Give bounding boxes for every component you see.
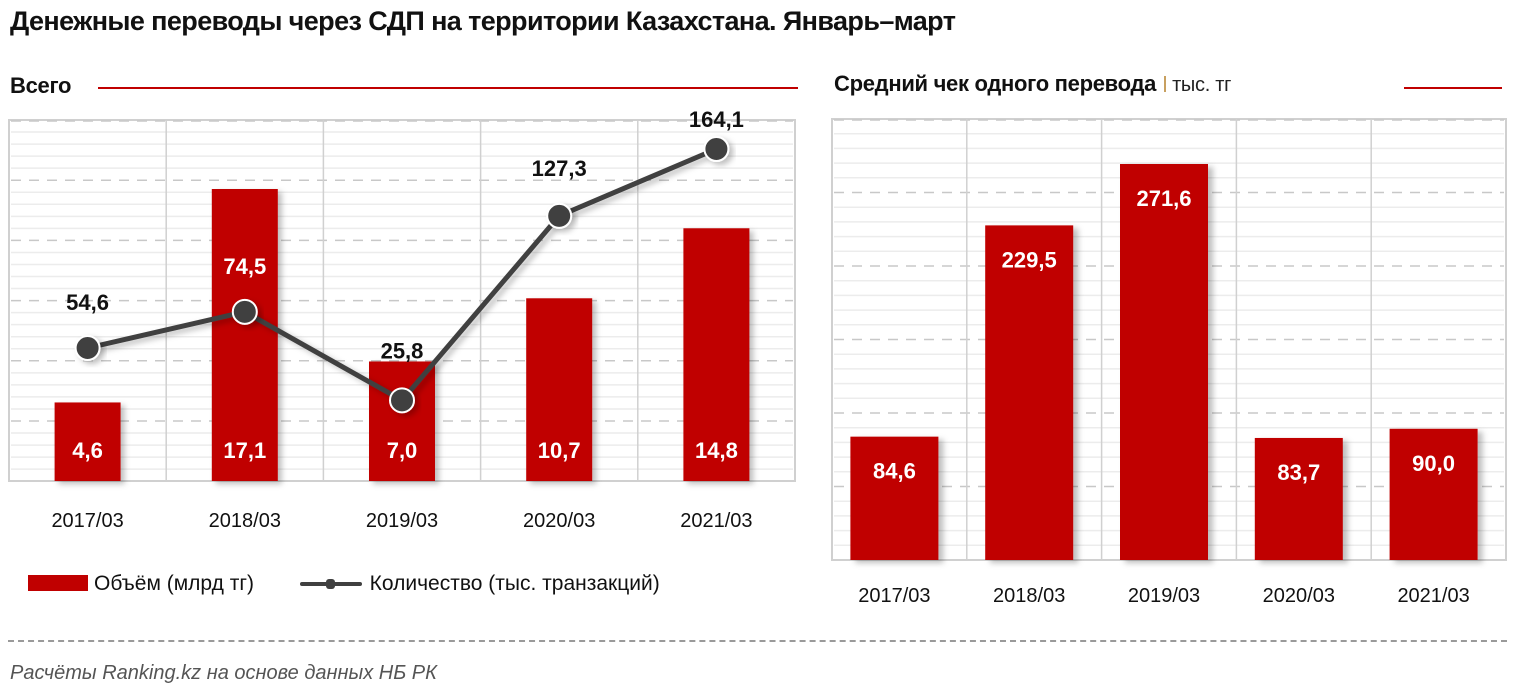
- bar-volume-2018-03: [211, 189, 278, 481]
- bar-avg-check-2020-03: [1254, 437, 1343, 560]
- line-value-label: 74,5: [223, 254, 266, 279]
- bar-avg-check-2019-03: [1120, 164, 1208, 560]
- bar-value-label: 7,0: [387, 438, 418, 463]
- bar-avg-check-2017-03: [850, 436, 939, 560]
- bar-value-label: 84,6: [873, 459, 916, 484]
- line-value-label: 25,8: [381, 338, 424, 363]
- x-axis-label: 2020/03: [523, 510, 595, 532]
- x-axis-label: 2021/03: [680, 510, 752, 532]
- x-axis-label: 2021/03: [1397, 585, 1469, 607]
- legend-bar-label: Объём (млрд тг): [94, 572, 254, 595]
- bar-avg-check-2018-03: [985, 225, 1074, 560]
- line-marker-2017-03: [74, 335, 101, 361]
- line-marker-2019-03: [389, 387, 415, 414]
- x-axis-label: 2018/03: [209, 510, 281, 532]
- left-x-axis-labels: 2017/03 2018/03 2019/03 2020/03 2021/03: [51, 510, 752, 532]
- line-value-label: 127,3: [532, 156, 587, 181]
- bar-volume-2021-03: [683, 228, 750, 481]
- line-marker-2021-03: [703, 136, 730, 162]
- chart-title: Денежные переводы через СДП на территори…: [10, 6, 956, 36]
- right-panel-title: Средний чек одного перевода: [834, 71, 1157, 96]
- x-axis-label: 2018/03: [993, 585, 1065, 607]
- x-axis-label: 2019/03: [366, 510, 438, 532]
- x-axis-label: 2020/03: [1263, 585, 1335, 607]
- bar-value-label: 14,8: [695, 438, 738, 463]
- bar-value-label: 10,7: [538, 438, 581, 463]
- right-panel-rule: [1404, 87, 1502, 89]
- bar-value-label: 17,1: [223, 438, 266, 463]
- bar-volume-2020-03: [526, 298, 593, 481]
- right-bars: 84,6 229,5 271,6 83,7 90,0: [850, 164, 1478, 560]
- left-bars: 4,6 17,1 7,0 10,7 14,8: [54, 189, 750, 481]
- left-legend: Объём (млрд тг) Количество (тыс. транзак…: [28, 572, 660, 596]
- line-value-label: 164,1: [689, 107, 744, 132]
- left-panel-rule: [98, 87, 798, 89]
- line-marker-2018-03: [231, 298, 258, 325]
- x-axis-label: 2017/03: [51, 510, 123, 532]
- bar-value-label: 90,0: [1412, 451, 1455, 476]
- bar-value-label: 229,5: [1002, 247, 1057, 272]
- right-x-axis-labels: 2017/03 2018/03 2019/03 2020/03 2021/03: [858, 585, 1469, 607]
- bar-volume-2017-03: [54, 402, 121, 481]
- left-line-series: 54,6 74,5 25,8 127,3 164,1: [66, 107, 744, 414]
- x-axis-label: 2017/03: [858, 585, 930, 607]
- line-marker-2020-03: [546, 202, 573, 229]
- left-chart: 4,6 17,1 7,0 10,7 14,8 54,6 74,5 25,8 127,3 164,…: [8, 107, 796, 532]
- bar-value-label: 83,7: [1277, 460, 1320, 485]
- source-note: Расчёты Ranking.kz на основе данных НБ Р…: [10, 662, 437, 684]
- legend-bar-swatch: [28, 575, 88, 591]
- legend-line-label: Количество (тыс. транзакций): [369, 572, 660, 595]
- unit-separator: [1164, 76, 1167, 92]
- right-panel-subtitle: Средний чек одного перевода тыс. тг: [834, 71, 1231, 97]
- legend-line-swatch: [296, 576, 366, 592]
- footer-divider: [8, 640, 1507, 642]
- bar-avg-check-2021-03: [1389, 428, 1478, 560]
- bar-value-label: 271,6: [1136, 186, 1191, 211]
- x-axis-label: 2019/03: [1128, 585, 1200, 607]
- bar-value-label: 4,6: [72, 438, 103, 463]
- right-panel-unit: тыс. тг: [1172, 74, 1232, 96]
- bar-volume-2019-03: [369, 361, 435, 481]
- line-value-label: 54,6: [66, 290, 109, 315]
- left-panel-subtitle: Всего: [10, 73, 72, 98]
